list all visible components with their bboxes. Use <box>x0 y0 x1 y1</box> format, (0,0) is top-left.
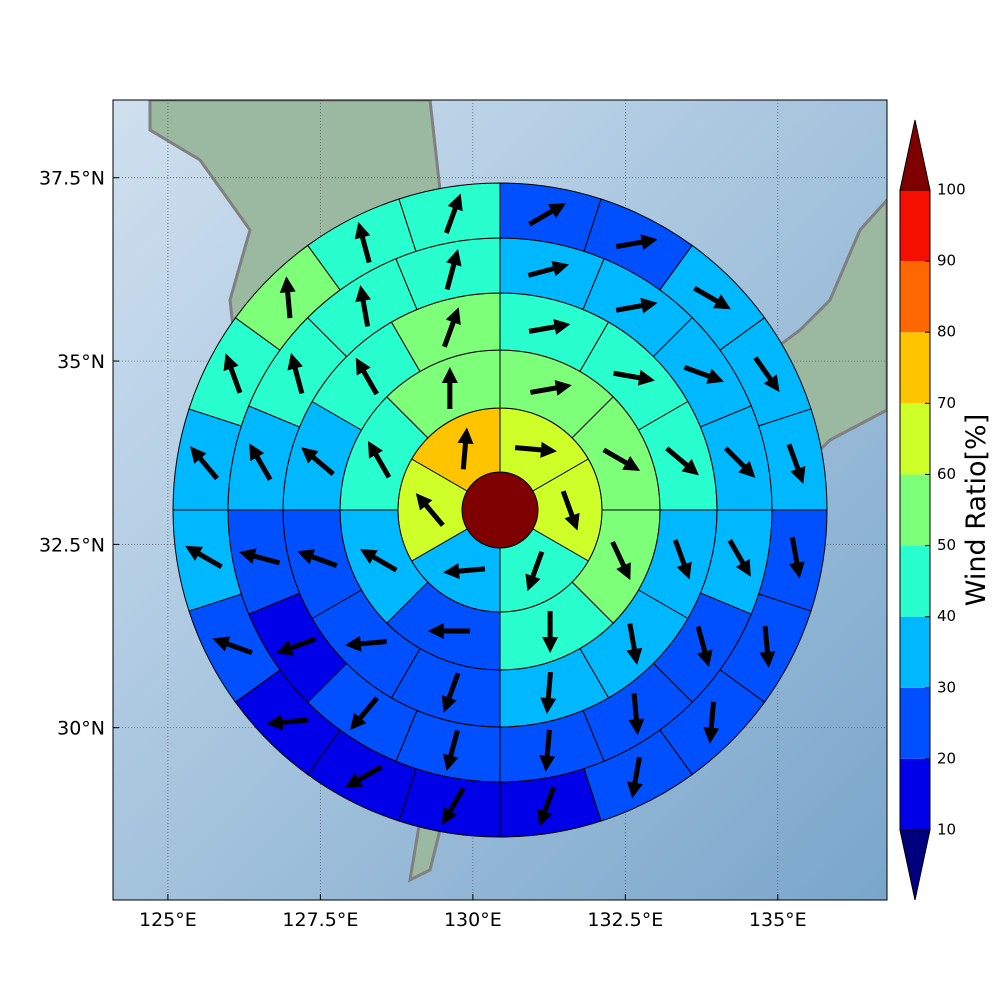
wind-arrow <box>693 286 731 310</box>
colorbar-tick-label: 70 <box>937 394 956 412</box>
y-tick-label: 32.5°N <box>39 534 105 556</box>
wind-arrow <box>249 443 273 481</box>
wind-arrow <box>355 357 379 396</box>
colorbar-under <box>899 829 931 901</box>
wind-arrow <box>266 714 309 731</box>
wind-arrow <box>350 696 379 731</box>
colorbar-tick-label: 100 <box>937 181 966 199</box>
x-tick-label: 127.5°E <box>282 909 358 931</box>
colorbar-segment <box>900 332 930 404</box>
wind-arrow <box>788 536 805 579</box>
wind-arrow <box>415 493 445 527</box>
colorbar-tick-label: 40 <box>937 607 956 625</box>
wind-arrow <box>190 446 219 481</box>
wind-arrow <box>238 548 281 566</box>
wind-arrow <box>301 447 335 476</box>
wind-arrow <box>297 549 338 568</box>
colorbar-segment <box>900 261 930 333</box>
wind-arrow <box>683 364 724 384</box>
plot-frame <box>112 99 888 901</box>
colorbar-segment <box>900 474 930 546</box>
wind-arrow <box>786 443 806 484</box>
wind-arrow <box>528 203 566 227</box>
colorbar-tick-label: 20 <box>937 749 956 767</box>
wind-arrow <box>542 611 559 654</box>
wind-arrow <box>276 636 317 656</box>
wind-arrow <box>443 563 486 580</box>
colorbar-tick-label: 50 <box>937 536 956 554</box>
wind-arrow <box>703 701 720 744</box>
wind-arrow <box>695 625 713 668</box>
colorbar-segment <box>900 687 930 759</box>
wind-arrow <box>444 248 462 291</box>
colorbar-over <box>899 119 931 191</box>
wind-arrow <box>223 353 243 394</box>
wind-arrow <box>727 539 751 577</box>
wind-arrow <box>367 440 392 479</box>
wind-arrow <box>359 549 398 573</box>
wind-arrow <box>613 369 655 386</box>
wind-arrow <box>528 319 571 335</box>
wind-sectors <box>172 182 828 838</box>
wind-arrow <box>212 636 253 656</box>
x-tick-label: 135°E <box>749 909 807 931</box>
x-tick-label: 132.5°E <box>587 909 663 931</box>
wind-arrow <box>427 623 470 640</box>
wind-arrow <box>441 366 458 409</box>
wind-arrow <box>354 221 372 264</box>
wind-arrow <box>441 672 461 713</box>
x-tick-label: 125°E <box>139 909 197 931</box>
wind-arrow <box>537 786 557 827</box>
wind-arrow <box>344 764 383 788</box>
wind-arrow <box>665 446 699 476</box>
wind-arrow <box>540 671 557 714</box>
wind-arrow <box>560 490 580 531</box>
colorbar-segment <box>900 616 930 688</box>
wind-arrow <box>610 540 631 581</box>
wind-arrow <box>287 352 305 395</box>
y-tick-label: 30°N <box>57 718 105 740</box>
wind-arrow <box>628 693 645 736</box>
colorbar-tick-label: 10 <box>937 821 956 839</box>
wind-arrow <box>753 356 780 393</box>
wind-arrow <box>530 380 572 396</box>
colorbar-segment <box>900 190 930 262</box>
wind-arrow <box>527 260 569 278</box>
wind-arrow <box>615 297 658 314</box>
colorbar-segment <box>900 403 930 475</box>
colorbar-tick-label: 90 <box>937 252 956 270</box>
wind-arrow <box>627 756 643 799</box>
wind-arrow <box>185 545 223 570</box>
wind-arrow <box>626 623 643 665</box>
colorbar-segment <box>900 758 930 830</box>
colorbar-tick-label: 80 <box>937 323 956 341</box>
wind-arrow <box>442 787 466 825</box>
wind-arrow <box>442 307 461 348</box>
wind-arrow <box>355 285 371 327</box>
wind-arrow <box>525 550 545 592</box>
wind-arrow <box>615 234 658 250</box>
wind-arrow <box>279 276 296 319</box>
y-tick-label: 37.5°N <box>39 168 105 190</box>
wind-arrow <box>443 193 463 234</box>
wind-arrow <box>723 446 756 478</box>
wind-arrow <box>514 441 557 458</box>
colorbar-frame <box>899 189 931 831</box>
wind-arrow <box>443 729 460 772</box>
y-tick-label: 35°N <box>57 351 105 373</box>
wind-arrow <box>344 635 387 652</box>
colorbar-segment <box>900 545 930 617</box>
colorbar-tick-label: 60 <box>937 465 956 483</box>
colorbar-tick-label: 30 <box>937 678 956 696</box>
wind-arrow <box>602 447 641 471</box>
colorbar: 10 20 30 40 50 60 70 80 90 100 <box>899 119 966 901</box>
wind-arrow <box>759 625 776 668</box>
wind-arrow <box>672 539 692 580</box>
wind-arrow <box>539 729 556 772</box>
x-tick-label: 130°E <box>444 909 502 931</box>
wind-arrow <box>457 427 474 470</box>
colorbar-label: Wind Ratio[%] <box>961 414 992 606</box>
